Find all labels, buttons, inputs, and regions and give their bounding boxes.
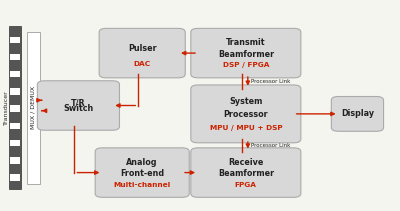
Bar [10,37,20,43]
FancyBboxPatch shape [37,81,120,130]
Text: Display: Display [341,109,374,118]
Text: Pulser: Pulser [128,44,156,53]
Bar [10,123,20,129]
Text: System: System [229,97,262,106]
Text: Analog: Analog [126,158,158,167]
Bar [10,106,20,112]
Text: Transmit: Transmit [226,38,266,47]
Text: Beamformer: Beamformer [218,50,274,58]
Text: Switch: Switch [63,104,94,113]
Text: T/R: T/R [71,98,86,107]
Text: Processor Link: Processor Link [251,143,290,148]
Bar [10,174,20,181]
FancyBboxPatch shape [191,85,301,143]
Text: Multi-channel: Multi-channel [114,182,171,188]
Bar [10,26,21,189]
Text: DAC: DAC [134,61,151,67]
Text: Transducer: Transducer [4,90,9,125]
FancyBboxPatch shape [99,28,185,78]
Text: FPGA: FPGA [235,182,257,188]
Bar [10,157,20,164]
Bar [10,140,20,146]
Text: MUX / DEMUX: MUX / DEMUX [31,86,36,129]
FancyBboxPatch shape [27,31,40,184]
Text: Processor Link: Processor Link [251,79,290,84]
FancyBboxPatch shape [331,96,384,131]
Bar [10,71,20,77]
FancyBboxPatch shape [95,148,189,197]
Bar [10,88,20,95]
Text: MPU / MPU + DSP: MPU / MPU + DSP [210,125,282,131]
Text: Receive: Receive [228,158,264,167]
FancyBboxPatch shape [191,148,301,197]
Text: Beamformer: Beamformer [218,169,274,178]
Text: Processor: Processor [224,111,268,119]
Bar [10,54,20,60]
FancyBboxPatch shape [191,28,301,78]
Text: DSP / FPGA: DSP / FPGA [222,62,269,68]
Text: Front-end: Front-end [120,169,164,178]
